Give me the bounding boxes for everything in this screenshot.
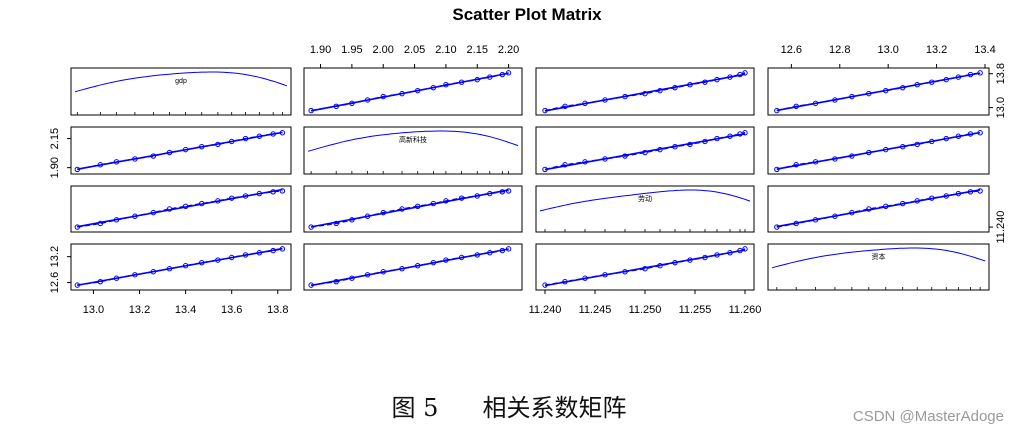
panel-frame <box>303 126 523 175</box>
panel-r0-c3 <box>767 67 990 116</box>
tick-label: 13.4 <box>974 44 995 56</box>
panel-r2-c0 <box>70 185 292 233</box>
tick-label: 13.2 <box>49 246 61 267</box>
tick-label: 11.255 <box>679 304 712 316</box>
tick-label: 11.260 <box>729 304 762 316</box>
panel-frame <box>767 185 990 233</box>
tick-label: 2.20 <box>498 44 519 56</box>
regression-line <box>776 131 981 170</box>
smooth-line <box>77 132 283 171</box>
panel-frame <box>767 67 990 116</box>
tick-label: 11.240 <box>529 304 562 316</box>
smooth-line <box>544 248 746 286</box>
panel-frame <box>767 243 990 291</box>
panel-frame <box>70 243 292 291</box>
tick-label: 13.8 <box>267 304 288 316</box>
data-point <box>505 70 512 76</box>
watermark-text: CSDN @MasterAdoge <box>852 408 1004 425</box>
panel-r3-c1 <box>303 243 523 291</box>
panel-frame <box>70 185 292 233</box>
smooth-line <box>544 132 746 171</box>
panel-frame <box>303 67 523 116</box>
smooth-line <box>776 132 981 171</box>
tick-label: 13.2 <box>129 304 150 316</box>
tick-label: 13.0 <box>995 97 1007 118</box>
density-curve <box>771 247 986 269</box>
data-point <box>279 188 286 194</box>
panel-r2-c2: 劳动 <box>535 185 755 233</box>
smooth-line <box>311 190 509 228</box>
smooth-line <box>77 248 283 286</box>
tick-label: 13.4 <box>175 304 196 316</box>
panel-r0-c1 <box>303 67 523 116</box>
tick-label: 13.8 <box>995 63 1007 84</box>
panel-r0-c0: gdp <box>70 67 292 116</box>
tick-label: 13.0 <box>877 44 898 56</box>
chart-title: Scatter Plot Matrix <box>452 5 602 24</box>
tick-label: 12.8 <box>829 44 850 56</box>
tick-label: 11.240 <box>995 211 1007 244</box>
data-point <box>742 246 748 252</box>
smooth-line <box>776 72 981 112</box>
tick-label: 11.245 <box>579 304 612 316</box>
tick-label: 2.15 <box>49 128 61 149</box>
tick-label: 2.05 <box>404 44 425 56</box>
panel-frame <box>70 126 292 175</box>
panel-r1-c1: 高新科技 <box>303 126 523 175</box>
tick-label: 2.00 <box>373 44 394 56</box>
density-curve <box>307 130 519 152</box>
figure-title: 相关系数矩阵 <box>482 394 627 422</box>
panel-r3-c2 <box>535 243 755 291</box>
variable-label: 劳动 <box>638 194 652 203</box>
tick-label: 13.0 <box>83 304 104 316</box>
tick-label: 1.90 <box>49 157 61 178</box>
smooth-line <box>310 72 509 112</box>
panel-frame <box>70 67 292 116</box>
panel-r3-c3: 资本 <box>767 243 990 291</box>
regression-line <box>776 72 981 112</box>
panel-frame <box>767 126 990 175</box>
panel-r1-c0 <box>70 126 292 175</box>
density-curve <box>539 189 751 212</box>
panel-r1-c3 <box>767 126 990 175</box>
panel-r3-c0 <box>70 243 292 291</box>
regression-line <box>310 189 509 228</box>
tick-label: 2.10 <box>435 44 456 56</box>
tick-label: 13.6 <box>221 304 242 316</box>
panel-r0-c2 <box>535 67 755 116</box>
variable-label: 高新科技 <box>399 135 427 144</box>
tick-label: 12.6 <box>781 44 802 56</box>
panel-r2-c3 <box>767 185 990 233</box>
figure-caption: 图 5 相关系数矩阵 <box>0 388 1024 423</box>
panel-frame <box>303 185 523 233</box>
smooth-line <box>311 248 509 286</box>
panel-r1-c2 <box>535 126 755 175</box>
panel-frame <box>303 243 523 291</box>
panel-r2-c1 <box>303 185 523 233</box>
variable-label: 资本 <box>872 252 886 261</box>
panel-frame <box>535 126 755 175</box>
variable-label: gdp <box>175 78 187 85</box>
regression-line <box>776 188 981 228</box>
figure-number: 图 5 <box>391 394 439 422</box>
tick-label: 11.250 <box>629 304 662 316</box>
tick-label: 1.95 <box>341 44 362 56</box>
smooth-line <box>776 190 981 228</box>
tick-label: 2.15 <box>467 44 488 56</box>
smooth-line <box>544 72 746 112</box>
panel-frame <box>535 67 755 116</box>
tick-label: 12.6 <box>49 272 61 293</box>
density-curve <box>74 71 288 93</box>
tick-label: 1.90 <box>310 44 331 56</box>
smooth-line <box>77 190 283 228</box>
tick-label: 13.2 <box>926 44 947 56</box>
